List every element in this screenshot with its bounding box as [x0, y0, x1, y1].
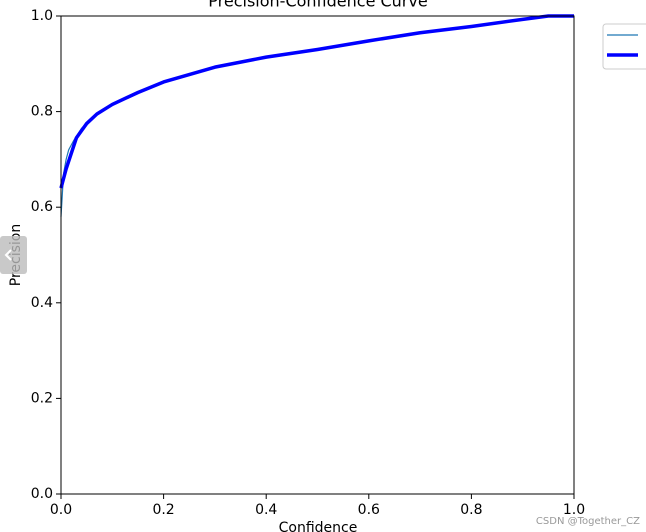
- y-tick-label: 0.2: [31, 390, 53, 406]
- x-tick-label: 0.6: [358, 502, 380, 518]
- x-axis-label: Confidence: [279, 520, 358, 532]
- x-tick-label: 0.2: [152, 502, 174, 518]
- y-tick-label: 0.0: [31, 486, 53, 502]
- chart-title: Precision-Confidence Curve: [208, 0, 427, 11]
- y-tick-label: 0.6: [31, 199, 53, 215]
- y-tick-label: 0.4: [31, 295, 53, 311]
- x-tick-label: 0.8: [460, 502, 482, 518]
- watermark: CSDN @Together_CZ: [536, 516, 640, 527]
- x-tick-label: 1.0: [563, 502, 585, 518]
- back-arrow: [4, 249, 12, 261]
- x-tick-label: 0.4: [255, 502, 277, 518]
- y-tick-label: 1.0: [31, 8, 53, 24]
- x-tick-label: 0.0: [50, 502, 72, 518]
- y-tick-label: 0.8: [31, 104, 53, 120]
- plot-frame: [60, 15, 575, 495]
- legend: [602, 23, 646, 70]
- line: [59, 14, 574, 189]
- back-button[interactable]: [0, 236, 27, 274]
